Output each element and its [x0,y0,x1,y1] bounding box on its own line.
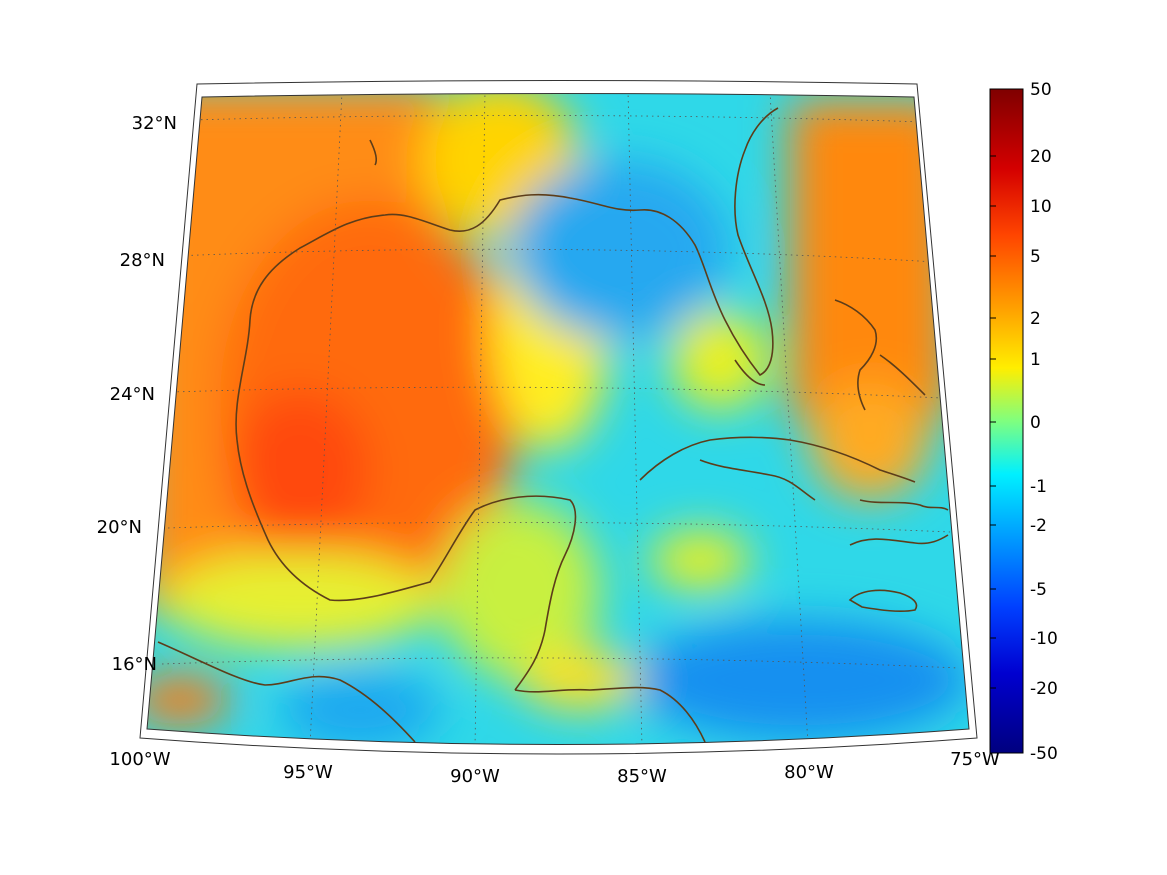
data-field [147,93,969,745]
colorbar-tick-label: -1 [1030,477,1047,497]
latitude-labels: 16°N 20°N 24°N 28°N 32°N [97,113,177,675]
colorbar-tick-label: -20 [1030,679,1058,699]
colorbar-tick-label: 10 [1030,197,1052,217]
lat-label-16n: 16°N [112,654,157,675]
colorbar-tick-label: 0 [1030,413,1041,433]
lon-label-95w: 95°W [283,762,333,783]
lat-label-28n: 28°N [120,250,165,271]
lon-label-80w: 80°W [784,762,834,783]
lon-label-90w: 90°W [450,766,500,787]
colorbar-tick-label: -10 [1030,629,1058,649]
colorbar-tick-label: 1 [1030,350,1041,370]
colorbar-tick-label: -2 [1030,516,1047,536]
colorbar-gradient [989,88,1024,754]
colorbar-tick-label: 5 [1030,247,1041,267]
map-frame [146,93,970,745]
lat-label-32n: 32°N [132,113,177,134]
colorbar-tick-label: 50 [1030,80,1052,100]
lon-label-85w: 85°W [617,766,667,787]
colorbar-tick-label: -50 [1030,744,1058,764]
longitude-labels: 100°W 95°W 90°W 85°W 80°W 75°W [109,749,1000,787]
map-outer-frame [139,80,978,755]
colorbar-tick-label: 2 [1030,309,1041,329]
lon-label-100w: 100°W [109,749,170,770]
lon-label-75w: 75°W [950,749,1000,770]
colorbar-tick-label: 20 [1030,147,1052,167]
graticule [161,93,959,745]
lat-label-20n: 20°N [97,517,142,538]
coastlines [157,107,949,743]
colorbar-tick-label: -5 [1030,580,1047,600]
lat-label-24n: 24°N [110,384,155,405]
